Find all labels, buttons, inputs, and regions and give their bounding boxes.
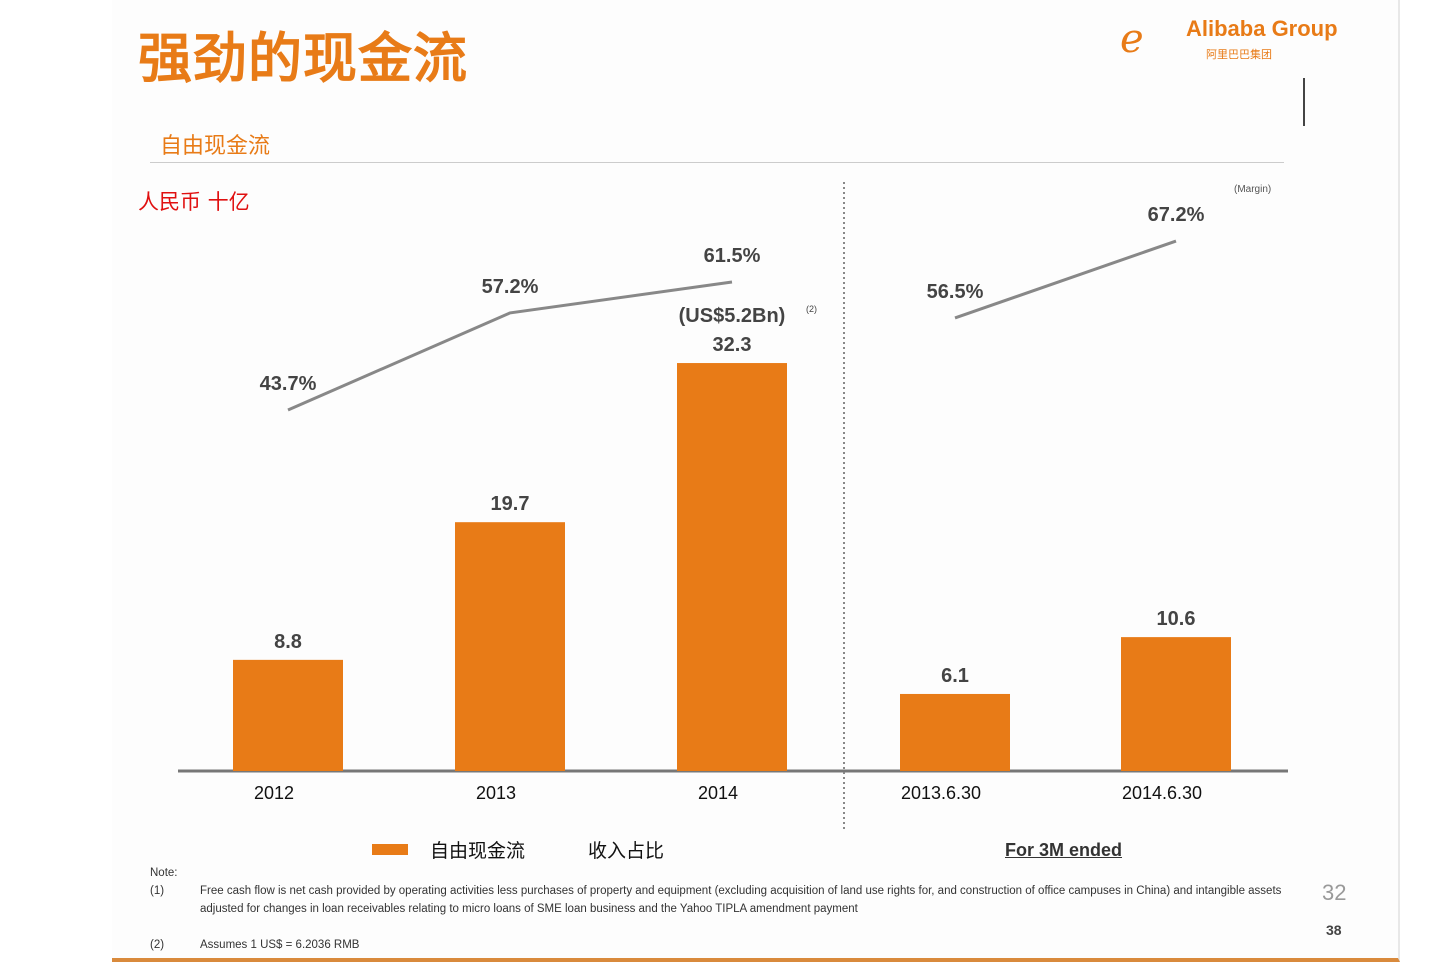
logo-cn: 阿里巴巴集团 [1206,49,1272,61]
margin-line [287,280,733,412]
page-number: 38 [1326,922,1342,938]
unit-label: 人民币 十亿 [138,190,250,214]
notes-heading: Note: [150,867,178,879]
logo-mark: e [1120,16,1144,62]
divider [150,162,1284,163]
margin-label: 43.7% [260,373,317,395]
bar [233,659,343,771]
margin-label: 61.5% [704,245,761,267]
note-number: (2) [150,939,165,951]
overlay-page-number: 32 [1322,880,1347,905]
margin-line [954,239,1177,320]
margin-label: 56.5% [927,281,984,303]
page-title: 强劲的现金流 [138,27,468,90]
bar-value-label: 19.7 [491,493,530,515]
alibaba-logo: e Alibaba Group 阿里巴巴集团 [1120,14,1390,64]
legend-margin: 收入占比 [588,840,665,862]
bar [677,363,787,771]
note-text: Free cash flow is net cash provided by o… [200,885,1282,915]
category-label: 2012 [254,783,294,803]
bar [455,522,565,771]
bar-value-label: 8.8 [274,631,302,653]
category-label: 2013.6.30 [901,783,981,803]
logo-text: Alibaba Group [1186,16,1338,41]
notes: Note: (1) Free cash flow is net cash pro… [150,864,1290,954]
legend-swatch-fcf [372,844,408,855]
legend-fcf: 自由现金流 [430,840,526,862]
category-label: 2013 [476,783,516,803]
bar [1121,637,1231,771]
bar-value-label: 32.3 [713,334,752,356]
chart-subtitle: 自由现金流 [160,134,271,159]
bar-value-label: 10.6 [1157,608,1196,630]
bar-value-label: 6.1 [941,665,969,687]
divider [1303,78,1305,126]
annotation-note: (2) [806,304,817,314]
category-label: 2014 [698,783,738,803]
note-number: (1) [150,885,165,897]
note-text: Assumes 1 US$ = 6.2036 RMB [200,939,360,951]
margin-label: 57.2% [482,276,539,298]
group-label: For 3M ended [1005,840,1123,860]
margin-label: (Margin) [1234,184,1272,195]
annotation: (US$5.2Bn) [679,305,786,327]
margin-label: 67.2% [1148,204,1205,226]
bar [900,693,1010,771]
category-label: 2014.6.30 [1122,783,1202,803]
